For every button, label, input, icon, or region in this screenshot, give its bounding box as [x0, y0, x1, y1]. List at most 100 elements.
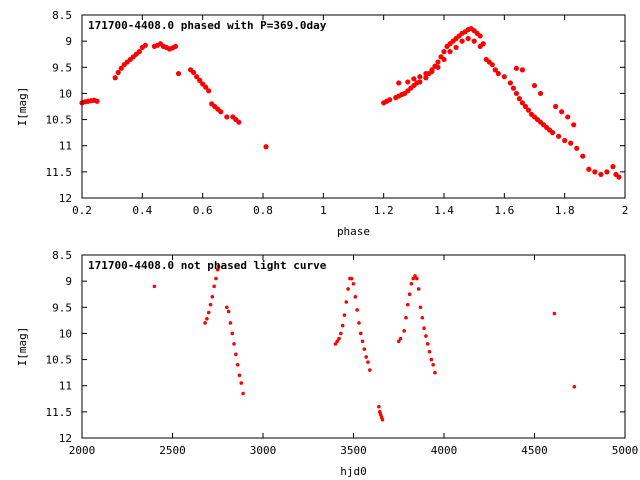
- data-point: [405, 79, 411, 85]
- data-point: [413, 274, 417, 278]
- data-point: [396, 80, 402, 86]
- data-point: [360, 339, 365, 344]
- y-tick-label: 12: [59, 192, 72, 205]
- y-tick-label: 12: [59, 432, 72, 445]
- data-point: [206, 88, 212, 94]
- data-point: [427, 349, 432, 354]
- data-point: [572, 384, 577, 389]
- data-point: [537, 90, 544, 97]
- data-point: [513, 65, 520, 71]
- data-point: [203, 84, 209, 90]
- y-tick-label: 9: [65, 35, 72, 48]
- phased-data-points: [79, 25, 622, 180]
- data-point: [453, 44, 459, 51]
- data-point: [435, 59, 441, 65]
- data-point: [94, 98, 100, 104]
- phased-light-curve-panel: 0.2 0.4 0.6 0.8 1 1.2 1.4 1.6 1.8 2 8.5 9 9.5 10 10.5 1…: [16, 9, 628, 238]
- x-tick-label: 4000: [431, 444, 458, 457]
- data-point: [477, 43, 483, 49]
- x-tick-label: 5000: [612, 444, 639, 457]
- data-point: [358, 331, 363, 336]
- data-point: [208, 302, 213, 307]
- unphased-chart-title: 171700-4408.0 not phased light curve: [88, 259, 327, 272]
- data-point: [367, 368, 372, 372]
- data-point: [447, 49, 453, 55]
- data-point: [610, 164, 616, 170]
- data-point: [237, 373, 242, 378]
- data-point: [580, 153, 586, 159]
- data-point: [342, 313, 347, 317]
- data-point: [553, 103, 559, 110]
- data-point: [235, 363, 240, 367]
- unphased-y-axis-label: I[mag]: [16, 327, 29, 367]
- data-point: [175, 70, 182, 77]
- data-point: [387, 97, 393, 103]
- data-point: [556, 133, 562, 139]
- data-point: [337, 336, 341, 341]
- data-point: [519, 100, 526, 106]
- data-point: [422, 326, 426, 331]
- data-point: [236, 119, 242, 125]
- data-point: [339, 331, 343, 336]
- data-point: [586, 166, 592, 172]
- data-point: [335, 339, 340, 344]
- data-point: [525, 107, 532, 113]
- data-point: [142, 42, 148, 48]
- data-point: [349, 276, 354, 281]
- data-point: [364, 355, 368, 359]
- data-point: [152, 284, 157, 289]
- y-tick-label: 11: [59, 380, 72, 393]
- data-point: [263, 144, 269, 150]
- data-point: [429, 68, 435, 75]
- y-tick-label: 11.5: [46, 406, 73, 419]
- data-point: [409, 281, 414, 286]
- data-point: [510, 85, 516, 91]
- data-point: [416, 287, 421, 291]
- data-point: [495, 70, 501, 77]
- data-point: [507, 80, 513, 86]
- data-point: [420, 315, 425, 320]
- y-tick-label: 10: [59, 87, 72, 100]
- y-tick-label: 10.5: [46, 114, 73, 127]
- y-tick-label: 9: [65, 275, 72, 288]
- x-tick-label: 0.8: [253, 204, 273, 217]
- data-point: [492, 67, 498, 73]
- data-point: [228, 321, 233, 325]
- data-point: [441, 56, 447, 63]
- data-point: [571, 122, 577, 128]
- data-point: [435, 64, 441, 70]
- data-point: [357, 321, 361, 325]
- data-point: [417, 79, 423, 85]
- data-point: [418, 305, 423, 310]
- unphased-axis-ticks: 2000 2500 3000 3500 4000 4500 5000 8.5 9 9.5 10 10.…: [46, 249, 639, 457]
- data-point: [362, 347, 367, 351]
- data-point: [205, 316, 209, 321]
- unphased-x-axis-label: hjd0: [340, 465, 367, 478]
- x-tick-label: 4500: [521, 444, 548, 457]
- data-point: [489, 62, 495, 68]
- phased-chart-title: 171700-4408.0 phased with P=369.0day: [88, 19, 327, 32]
- data-point: [424, 334, 428, 338]
- x-tick-label: 3500: [340, 444, 367, 457]
- data-point: [404, 315, 408, 320]
- y-tick-label: 8.5: [52, 249, 72, 262]
- data-point: [346, 287, 350, 291]
- data-point: [562, 137, 568, 144]
- y-tick-label: 8.5: [52, 9, 72, 22]
- data-point: [340, 323, 345, 328]
- data-point: [353, 295, 358, 299]
- data-point: [568, 140, 574, 146]
- data-point: [172, 43, 179, 49]
- data-point: [519, 67, 526, 73]
- data-point: [531, 82, 538, 89]
- data-point: [118, 65, 124, 71]
- data-point: [417, 74, 423, 80]
- x-tick-label: 1.2: [374, 204, 394, 217]
- data-point: [197, 77, 203, 83]
- data-point: [592, 169, 598, 175]
- data-point: [616, 174, 622, 180]
- data-point: [431, 363, 435, 367]
- data-point: [112, 75, 118, 81]
- data-point: [429, 357, 434, 362]
